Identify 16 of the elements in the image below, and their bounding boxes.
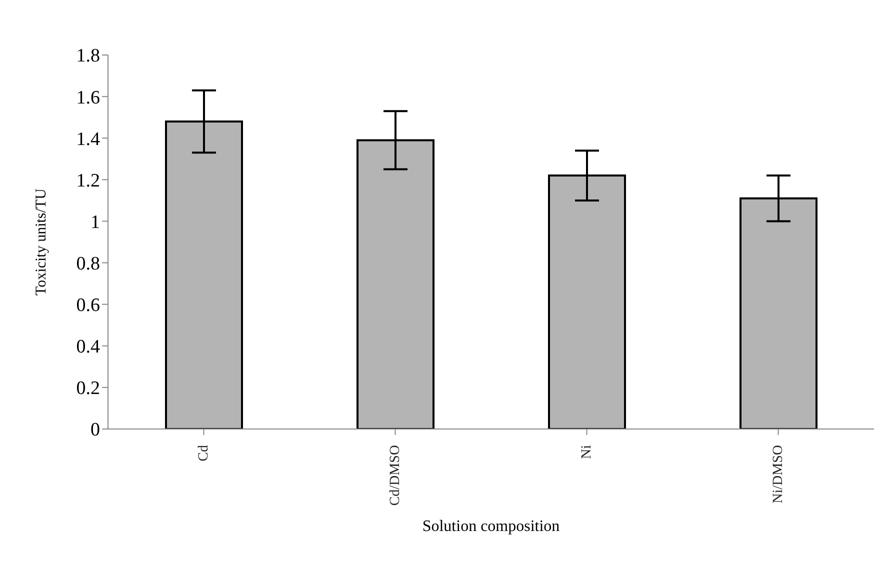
y-tick-label: 0.4 — [76, 336, 100, 358]
y-tick-label: 0.2 — [76, 378, 100, 400]
y-tick-label: 0 — [90, 420, 100, 441]
y-tick-label: 1.2 — [76, 170, 100, 192]
x-tick-label: Cd — [196, 445, 212, 462]
y-tick-label: 1 — [90, 212, 100, 233]
y-tick-label: 1.4 — [76, 128, 100, 150]
x-tick-label: Ni/DMSO — [770, 445, 786, 504]
x-axis-title: Solution composition — [422, 518, 560, 535]
y-tick-label: 0.6 — [76, 295, 100, 316]
y-tick-label: 0.8 — [76, 254, 100, 275]
x-tick-label: Cd/DMSO — [388, 445, 403, 506]
x-tick-label: Ni — [579, 444, 594, 459]
y-tick-label: 1.6 — [76, 87, 100, 108]
y-tick-label: 1.8 — [76, 46, 100, 67]
y-axis-title: Toxicity units/TU — [33, 188, 50, 296]
